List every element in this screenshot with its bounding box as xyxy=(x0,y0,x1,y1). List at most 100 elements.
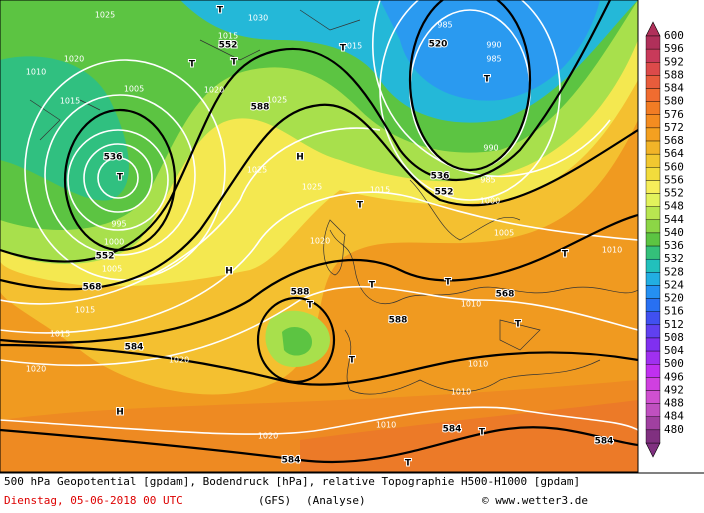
map-label: 536 xyxy=(104,153,123,163)
isobar-label: 1015 xyxy=(50,330,70,339)
colorbar-label: 528 xyxy=(664,265,684,278)
colorbar-label: 508 xyxy=(664,331,684,344)
map-label: 552 xyxy=(219,41,238,51)
map-label: T xyxy=(515,320,522,330)
map-label: T xyxy=(357,201,364,211)
isobar-label: 1010 xyxy=(461,300,481,309)
colorbar-swatch xyxy=(645,285,661,299)
colorbar-swatch xyxy=(645,350,661,365)
colorbar-label: 576 xyxy=(664,108,684,121)
footer-date: Dienstag, 05-06-2018 00 UTC xyxy=(4,494,183,507)
colorbar-label: 552 xyxy=(664,187,684,200)
map-label: T xyxy=(484,75,491,85)
colorbar-swatch xyxy=(645,416,661,431)
isobar-label: 1015 xyxy=(370,186,390,195)
map-label: 536 xyxy=(431,172,450,182)
map-label: T xyxy=(117,173,124,183)
colorbar-swatch xyxy=(645,429,661,444)
colorbar-top-arrow xyxy=(645,21,661,37)
isobar-label: 1025 xyxy=(302,183,322,192)
colorbar-swatch xyxy=(645,272,661,286)
colorbar-swatch xyxy=(645,193,661,207)
isobars xyxy=(0,0,638,435)
colorbar-label: 572 xyxy=(664,121,684,134)
map-label: H xyxy=(116,408,124,418)
map-label: 584 xyxy=(595,437,614,447)
map-label: T xyxy=(231,58,238,68)
colorbar-label: 488 xyxy=(664,397,684,410)
map-label: 588 xyxy=(291,288,310,298)
isobar-label: 985 xyxy=(480,176,495,185)
isobar-label: 1000 xyxy=(480,197,500,206)
isobar-label: 1005 xyxy=(124,85,144,94)
map-label: H xyxy=(225,267,233,277)
colorbar-label: 560 xyxy=(664,160,684,173)
map-label: T xyxy=(217,6,224,16)
colorbar-label: 596 xyxy=(664,42,684,55)
colorbar-label: 568 xyxy=(664,134,684,147)
isobar-label: 1015 xyxy=(75,306,95,315)
colorbar-swatch xyxy=(645,206,661,221)
isobar-label: 990 xyxy=(483,144,498,153)
colorbar-swatch xyxy=(645,153,661,168)
colorbar-label: 484 xyxy=(664,410,684,423)
map-label: T xyxy=(307,301,314,311)
map-label: 552 xyxy=(435,188,454,198)
colorbar-label: 588 xyxy=(664,68,684,81)
colorbar-label: 592 xyxy=(664,55,684,68)
colorbar-label: 512 xyxy=(664,318,684,331)
colorbar-label: 548 xyxy=(664,200,684,213)
isobar-label: 1000 xyxy=(104,238,124,247)
isobar-label: 1010 xyxy=(602,246,622,255)
map-label: T xyxy=(189,60,196,70)
map-label: 584 xyxy=(443,425,462,435)
isobar-label: 1020 xyxy=(64,55,84,64)
map-label: 584 xyxy=(125,343,144,353)
colorbar-label: 492 xyxy=(664,383,684,396)
map-label: 520 xyxy=(429,40,448,50)
colorbar-swatch xyxy=(645,35,661,50)
map-label: T xyxy=(405,459,412,469)
colorbar-label: 536 xyxy=(664,239,684,252)
colorbar-label: 556 xyxy=(664,173,684,186)
isobar-label: 985 xyxy=(486,55,501,64)
colorbar-swatch xyxy=(645,219,661,234)
map-label: T xyxy=(340,44,347,54)
map-label: T xyxy=(349,356,356,366)
colorbar-swatch xyxy=(645,377,661,391)
isobar-label: 1020 xyxy=(204,86,224,95)
colorbar-label: 520 xyxy=(664,292,684,305)
colorbar-label: 516 xyxy=(664,305,684,318)
isobar-label: 1015 xyxy=(60,97,80,106)
isobar-label: 1020 xyxy=(169,356,189,365)
colorbar-label: 600 xyxy=(664,29,684,42)
colorbar-label: 496 xyxy=(664,370,684,383)
isobar-label: 995 xyxy=(111,220,126,229)
isobar-label: 1015 xyxy=(342,42,362,51)
footer-credit: © www.wetter3.de xyxy=(482,494,588,507)
colorbar-swatch xyxy=(645,48,661,63)
colorbar-swatch xyxy=(645,311,661,326)
colorbar-label: 584 xyxy=(664,82,684,95)
isobar-label: 1020 xyxy=(258,432,278,441)
colorbar-label: 564 xyxy=(664,147,684,160)
colorbar-swatch xyxy=(645,324,661,339)
isobar-label: 1010 xyxy=(451,388,471,397)
colorbar-swatch xyxy=(645,403,661,417)
colorbar-swatch xyxy=(645,298,661,312)
isobar-label: 1010 xyxy=(468,360,488,369)
footer-description: 500 hPa Geopotential [gpdam], Bodendruck… xyxy=(4,475,580,488)
colorbar-swatch xyxy=(645,364,661,378)
map-label: T xyxy=(369,281,376,291)
isobar-label: 1030 xyxy=(248,14,268,23)
colorbar-swatch xyxy=(645,101,661,115)
map-frame xyxy=(0,0,639,473)
colorbar-swatch xyxy=(645,75,661,89)
colorbar-bottom-arrow xyxy=(645,442,661,458)
map-field: 1010 1020 1015 1005 1020 1025 1025 1025 1020 1015… xyxy=(0,0,638,472)
colorbar-swatch xyxy=(645,88,661,102)
isobar-label: 990 xyxy=(486,41,501,50)
isobar-label: 1010 xyxy=(376,421,396,430)
